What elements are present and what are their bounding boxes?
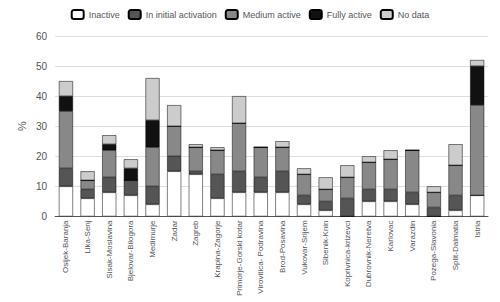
svg-text:60: 60 — [36, 31, 48, 42]
svg-text:Bjelovar-Bilogora: Bjelovar-Bilogora — [126, 220, 135, 281]
svg-text:No data: No data — [398, 10, 430, 20]
svg-text:50: 50 — [36, 61, 48, 72]
svg-text:Karlovac: Karlovac — [386, 220, 395, 251]
svg-text:Krapina-Zagorje: Krapina-Zagorje — [213, 220, 222, 278]
svg-text:Lika-Senj: Lika-Senj — [83, 220, 92, 254]
svg-text:Dubrovnik-Neretva: Dubrovnik-Neretva — [364, 220, 373, 287]
svg-text:0: 0 — [42, 211, 48, 222]
svg-text:Fully active: Fully active — [327, 10, 372, 20]
svg-text:Brod-Posavina: Brod-Posavina — [278, 220, 287, 273]
svg-text:Medimurje: Medimurje — [148, 220, 157, 258]
svg-text:Virovitica- Podravina: Virovitica- Podravina — [256, 220, 265, 294]
svg-text:Inactive: Inactive — [89, 10, 120, 20]
svg-text:In initial activation: In initial activation — [146, 10, 217, 20]
svg-text:Zagreb: Zagreb — [191, 220, 200, 246]
svg-text:Sisak-Moslavina: Sisak-Moslavina — [105, 220, 114, 279]
svg-text:Split-Dalmatia: Split-Dalmatia — [451, 220, 460, 270]
svg-text:Primorje-Gorski kotar: Primorje-Gorski kotar — [235, 220, 244, 296]
svg-text:%: % — [16, 121, 28, 131]
svg-text:Medium active: Medium active — [243, 10, 301, 20]
svg-text:Sibenik-Knin: Sibenik-Knin — [321, 220, 330, 265]
svg-text:Varazdin: Varazdin — [408, 220, 417, 251]
svg-text:20: 20 — [36, 151, 48, 162]
svg-text:Osijek-Baranja: Osijek-Baranja — [61, 220, 70, 273]
svg-text:Pozega-Slavonia: Pozega-Slavonia — [429, 220, 438, 281]
svg-text:30: 30 — [36, 121, 48, 132]
svg-text:40: 40 — [36, 91, 48, 102]
svg-text:Koprivnica-krizevci: Koprivnica-krizevci — [343, 220, 352, 287]
svg-text:Istria: Istria — [473, 220, 482, 238]
svg-text:Vukovar-Srijem: Vukovar-Srijem — [300, 220, 309, 275]
svg-text:Zadar: Zadar — [170, 220, 179, 241]
svg-text:10: 10 — [36, 181, 48, 192]
